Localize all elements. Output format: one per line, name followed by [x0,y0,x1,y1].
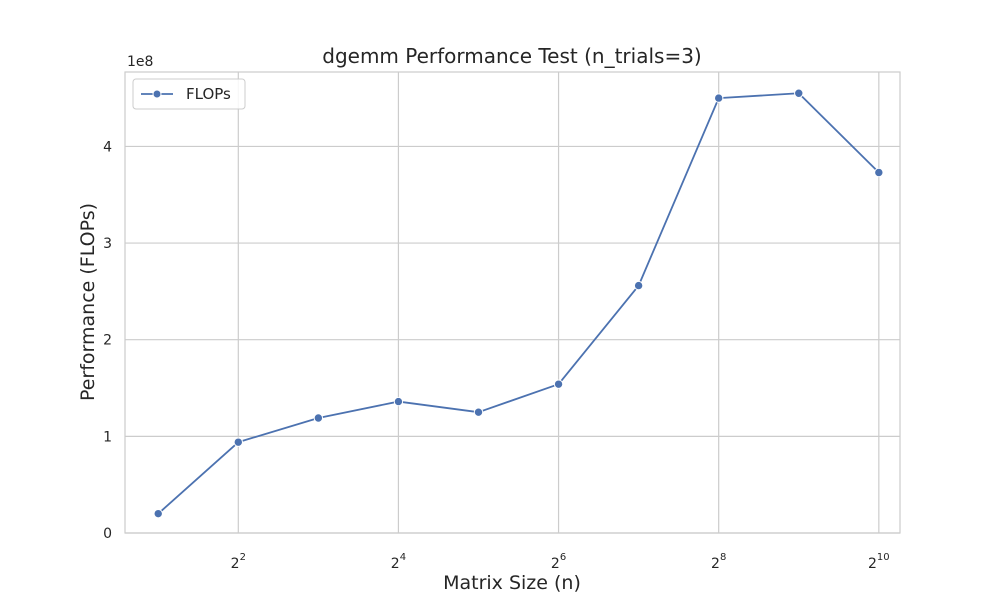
x-axis-ticks: 22 24 26 28 210 [231,552,890,572]
data-point [473,407,484,417]
y-tick-label: 1 [103,429,112,445]
x-tick-exponent: 2 [240,552,246,563]
chart-title: dgemm Performance Test (n_trials=3) [322,44,701,68]
data-point [794,88,804,98]
y-tick-label: 3 [103,236,112,252]
plot-area [125,72,900,533]
data-point [874,167,884,178]
x-tick-exponent: 6 [560,552,566,563]
x-tick-label: 26 [551,552,566,572]
x-tick-label: 210 [868,552,890,572]
x-axis-label: Matrix Size (n) [443,572,581,594]
data-point [233,437,243,447]
x-tick-base: 2 [711,556,720,572]
y-axis-ticks: 0 1 2 3 4 [103,139,112,542]
x-tick-exponent: 4 [400,552,406,563]
x-tick-exponent: 10 [877,552,890,563]
series-line [157,92,880,515]
y-tick-label: 0 [103,526,112,542]
legend-label: FLOPs [186,85,231,103]
legend: FLOPs [132,78,246,110]
x-tick-base: 2 [551,556,560,572]
x-tick-exponent: 8 [720,552,726,563]
legend-box [132,78,246,110]
plot-frame [124,71,901,534]
x-tick-label: 22 [231,552,246,572]
y-tick-label: 2 [103,333,112,349]
data-point [313,413,324,423]
x-tick-label: 24 [391,552,406,572]
y-offset-label: 1e8 [127,54,153,70]
grid [125,72,900,534]
x-tick-base: 2 [868,556,877,572]
data-point [713,93,724,103]
data-point [553,379,564,389]
data-point [393,396,404,407]
data-point [153,508,163,519]
y-tick-label: 4 [103,139,112,155]
y-axis-label: Performance (FLOPs) [77,203,99,401]
x-tick-base: 2 [391,556,400,572]
x-tick-base: 2 [231,556,240,572]
data-point [633,280,644,291]
x-tick-label: 28 [711,552,726,572]
series-layer [153,88,884,519]
legend-marker [152,89,162,99]
